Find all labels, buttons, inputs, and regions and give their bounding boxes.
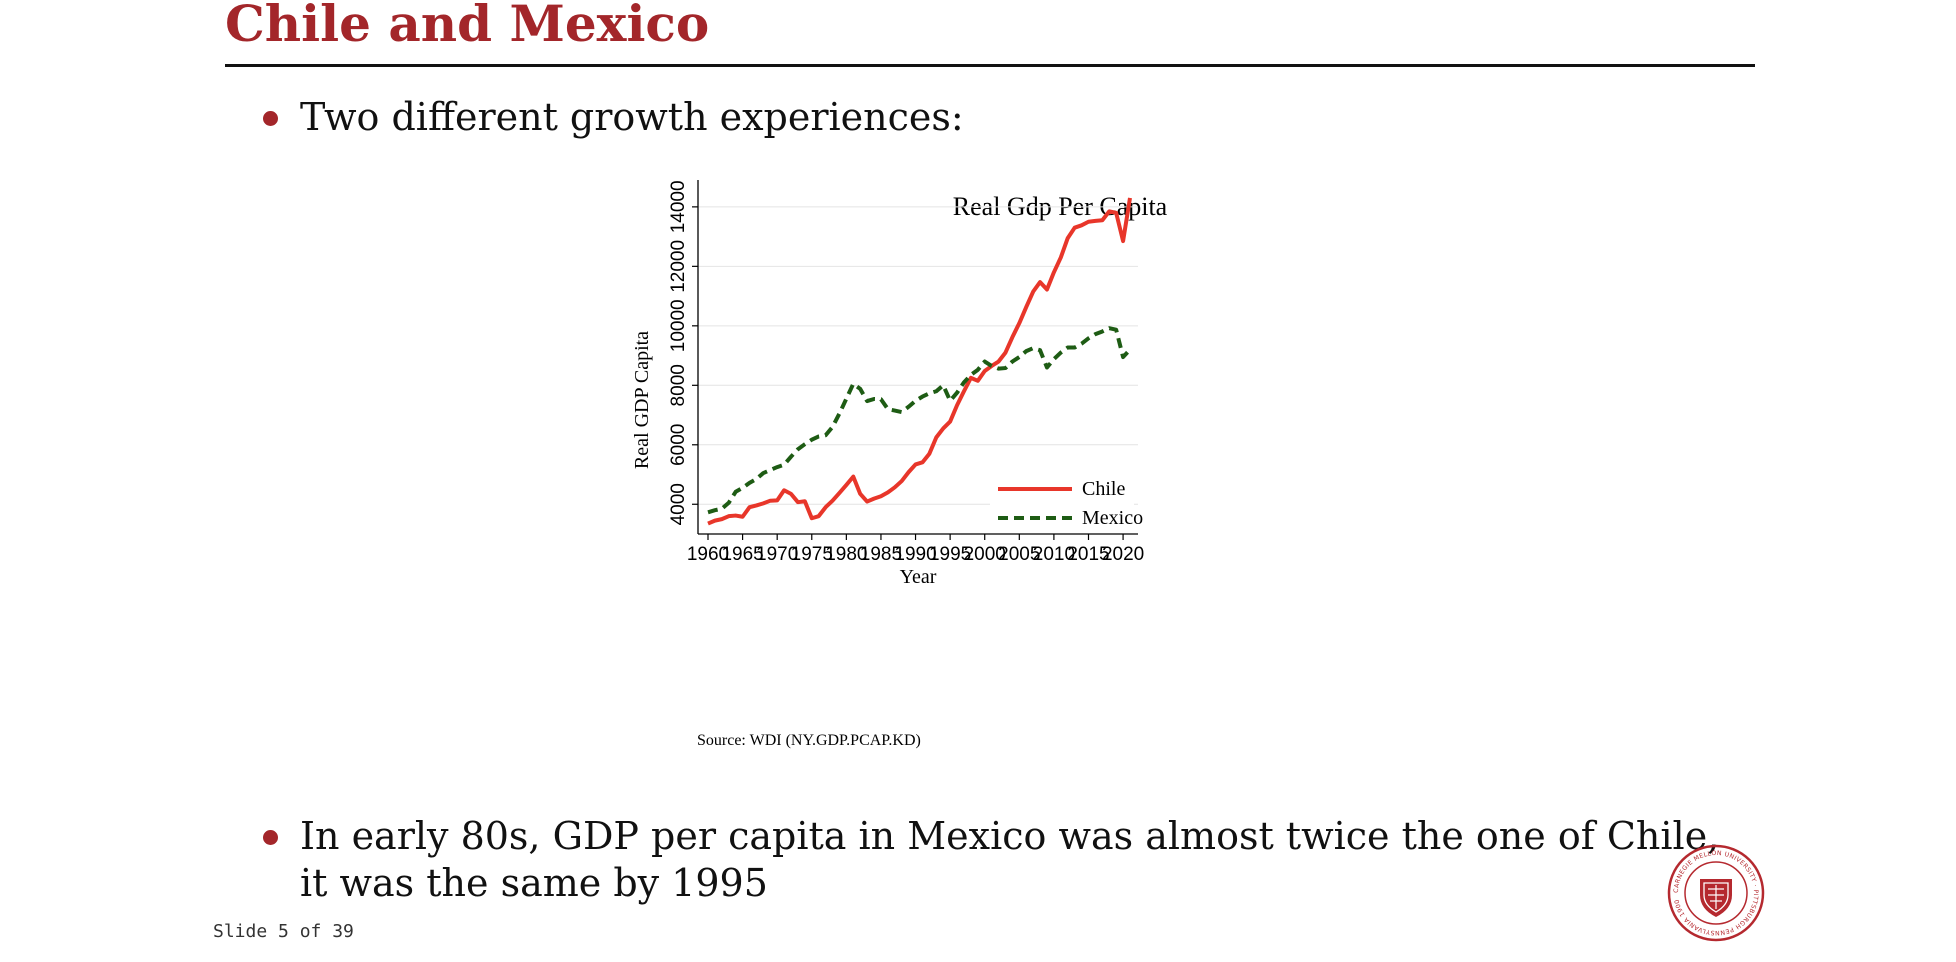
y-tick-label: 12000 [668, 240, 689, 293]
x-tick-label: 1995 [929, 544, 971, 565]
source-note: Source: WDI (NY.GDP.PCAP.KD) [697, 732, 921, 749]
y-axis-label: Real GDP Capita [631, 331, 653, 469]
bullet-2-line-1: In early 80s, GDP per capita in Mexico w… [300, 814, 1720, 858]
y-tick-label: 14000 [668, 180, 689, 233]
x-tick-label: 2000 [964, 544, 1006, 565]
y-tick-label: 8000 [668, 364, 689, 406]
slide-title: Chile and Mexico [225, 0, 710, 53]
bullet-1-text: Two different growth experiences: [300, 95, 964, 139]
title-rule [225, 64, 1755, 67]
bullet-marker [263, 830, 278, 845]
bullet-2-line-2: it was the same by 1995 [300, 861, 768, 905]
slide-number: Slide 5 of 39 [213, 921, 354, 942]
x-tick-label: 1975 [791, 544, 833, 565]
x-axis-label: Year [900, 566, 937, 588]
x-tick-label: 1970 [756, 544, 798, 565]
series-line-mexico [707, 326, 1132, 515]
gridlines [698, 206, 1138, 505]
x-tick-label: 2020 [1102, 544, 1144, 565]
y-tick-label: 6000 [668, 424, 689, 466]
y-tick-label: 4000 [668, 483, 689, 525]
university-seal-logo: CARNEGIE MELLON UNIVERSITY · PITTSBURGH … [1667, 844, 1765, 942]
x-tick-label: 2015 [1067, 544, 1109, 565]
x-tick-label: 1960 [687, 544, 729, 565]
bullet-marker [263, 111, 278, 126]
axis-ticks: 1960196519701975198019851990199520002005… [668, 180, 1144, 565]
legend-label-mexico: Mexico [1082, 507, 1143, 529]
legend-label-chile: Chile [1082, 478, 1125, 500]
x-tick-label: 1990 [894, 544, 936, 565]
x-tick-label: 2005 [998, 544, 1040, 565]
x-tick-label: 1965 [721, 544, 763, 565]
x-tick-label: 1985 [860, 544, 902, 565]
series-line-chile [707, 197, 1132, 526]
gdp-chart: Real Gdp Per Capita 19601965197019751980… [631, 180, 1168, 749]
legend: Chile Mexico [990, 470, 1143, 529]
x-tick-label: 1980 [825, 544, 867, 565]
series-layer [707, 197, 1132, 526]
x-tick-label: 2010 [1033, 544, 1075, 565]
y-tick-label: 10000 [668, 299, 689, 352]
